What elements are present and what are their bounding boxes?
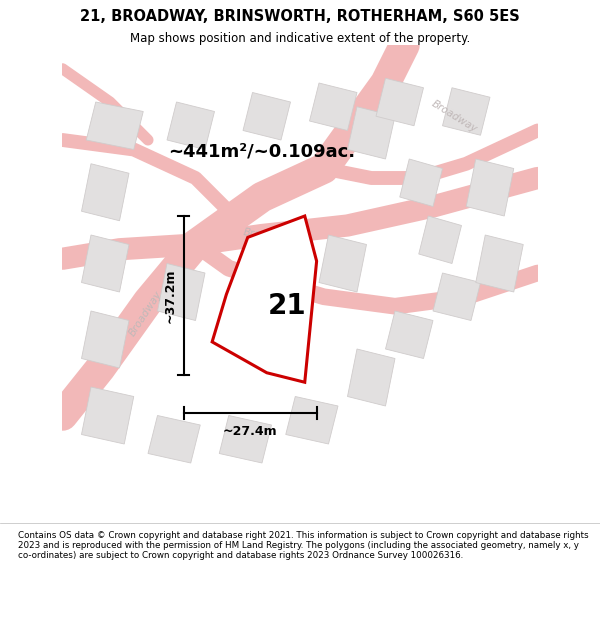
Polygon shape (82, 164, 129, 221)
Polygon shape (386, 311, 433, 359)
Polygon shape (243, 249, 281, 292)
Polygon shape (347, 107, 395, 159)
Polygon shape (157, 264, 205, 321)
Polygon shape (476, 235, 523, 292)
Text: ~37.2m: ~37.2m (164, 268, 177, 322)
Polygon shape (419, 216, 461, 264)
Text: Broadway: Broadway (430, 98, 479, 134)
Text: 21, BROADWAY, BRINSWORTH, ROTHERHAM, S60 5ES: 21, BROADWAY, BRINSWORTH, ROTHERHAM, S60… (80, 9, 520, 24)
Text: 21: 21 (268, 292, 307, 319)
Polygon shape (243, 92, 290, 140)
Polygon shape (286, 396, 338, 444)
Text: Broadway: Broadway (127, 289, 164, 338)
Text: Contains OS data © Crown copyright and database right 2021. This information is : Contains OS data © Crown copyright and d… (18, 531, 589, 560)
Polygon shape (212, 216, 317, 382)
Polygon shape (466, 159, 514, 216)
Polygon shape (433, 273, 481, 321)
Text: ~441m²/~0.109ac.: ~441m²/~0.109ac. (169, 143, 356, 161)
Polygon shape (82, 311, 129, 368)
Polygon shape (400, 159, 443, 206)
Text: Broa...: Broa... (242, 227, 277, 243)
Polygon shape (443, 88, 490, 135)
Polygon shape (167, 102, 215, 149)
Polygon shape (310, 83, 357, 131)
Text: ~27.4m: ~27.4m (223, 424, 277, 438)
Polygon shape (319, 235, 367, 292)
Polygon shape (82, 235, 129, 292)
Polygon shape (219, 416, 271, 463)
Polygon shape (376, 78, 424, 126)
Text: Map shows position and indicative extent of the property.: Map shows position and indicative extent… (130, 32, 470, 46)
Polygon shape (148, 416, 200, 463)
Polygon shape (86, 102, 143, 149)
Polygon shape (82, 387, 134, 444)
Polygon shape (347, 349, 395, 406)
